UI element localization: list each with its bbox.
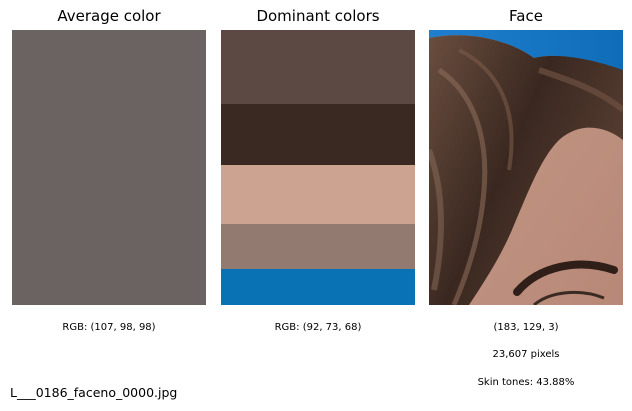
dominant-color-band-4 — [221, 224, 415, 269]
face-image-drawing — [429, 30, 623, 305]
dominant-color-band-1 — [221, 30, 415, 104]
face-title: Face — [509, 7, 543, 25]
face-skin-tones: Skin tones: 43.88% — [477, 377, 575, 388]
dominant-color-band-5 — [221, 269, 415, 305]
dominant-color-rgb: RGB: (92, 73, 68) — [274, 322, 362, 333]
image-filename: L___0186_faceno_0000.jpg — [10, 385, 178, 400]
face-pixel-count: 23,607 pixels — [492, 349, 560, 360]
face-image — [429, 30, 623, 305]
dominant-color-band-3 — [221, 165, 415, 224]
dominant-color-band-2 — [221, 104, 415, 165]
dominant-colors-swatch — [221, 30, 415, 305]
average-color-rgb: RGB: (107, 98, 98) — [62, 322, 156, 333]
face-color-rgb: (183, 129, 3) — [493, 322, 559, 333]
average-color-swatch — [12, 30, 206, 305]
dominant-colors-title: Dominant colors — [256, 7, 380, 25]
average-color-title: Average color — [57, 7, 161, 25]
